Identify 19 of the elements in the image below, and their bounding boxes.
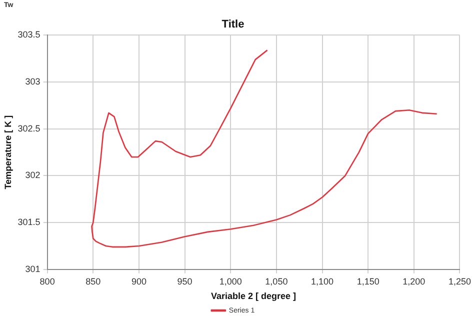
chart-title: Title bbox=[222, 18, 244, 31]
y-tick-label: 303 bbox=[25, 76, 40, 87]
x-tick-label: 1,050 bbox=[265, 276, 288, 286]
y-tick-label: 302 bbox=[25, 170, 40, 180]
x-tick-label: 800 bbox=[40, 276, 55, 286]
y-tick-label: 302.5 bbox=[18, 123, 40, 134]
y-axis-title: Temperature [ K ] bbox=[2, 115, 13, 190]
x-tick-label: 900 bbox=[131, 276, 146, 286]
x-tick-label: 1,100 bbox=[311, 276, 334, 286]
y-tick-label: 301.5 bbox=[18, 217, 40, 228]
x-tick-label: 1,200 bbox=[402, 276, 426, 286]
y-tick-label: 303.5 bbox=[18, 30, 40, 40]
x-tick-label: 950 bbox=[177, 276, 192, 286]
x-axis-title: Variable 2 [ degree ] bbox=[211, 291, 296, 302]
y-tick-label: 301 bbox=[25, 264, 40, 274]
x-tick-label: 1,250 bbox=[448, 276, 472, 286]
x-tick-label: 850 bbox=[86, 276, 101, 286]
x-tick-label: 1,000 bbox=[219, 276, 242, 286]
x-tick-label: 1,150 bbox=[356, 276, 380, 286]
